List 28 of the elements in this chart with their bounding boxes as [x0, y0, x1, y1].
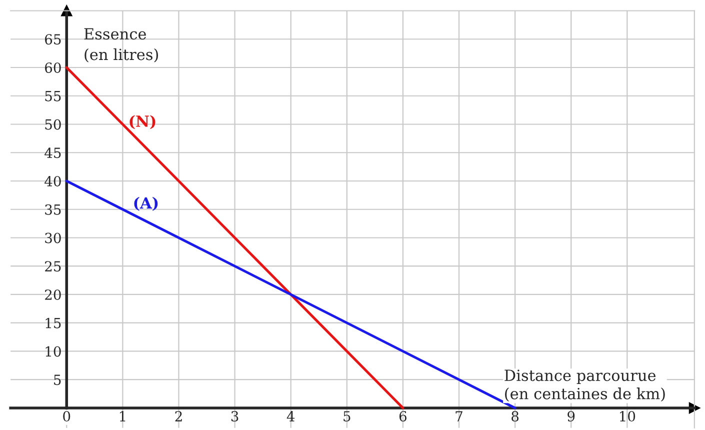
- x-tick-label: 2: [175, 411, 182, 422]
- x-tick-label: 9: [568, 411, 575, 422]
- x-tick-label: 5: [344, 411, 350, 422]
- y-tick-label: 20: [45, 289, 61, 300]
- y-tick-label: 55: [45, 91, 61, 102]
- y-tick-label: 15: [46, 318, 61, 328]
- x-tick-label: 7: [456, 411, 462, 422]
- x-tick-label: 4: [286, 411, 295, 422]
- y-tick-label: 40: [44, 176, 61, 186]
- y-tick-label: 45: [44, 148, 61, 158]
- x-tick-label: 8: [512, 411, 519, 422]
- y-tick-label: 50: [45, 119, 61, 130]
- x-tick-label: 3: [231, 411, 238, 422]
- y-axis-title: Essence (en litres): [84, 28, 158, 62]
- y-tick-label: 65: [45, 34, 61, 45]
- series-label: (A): [134, 196, 158, 211]
- y-tick-label: 5: [54, 374, 61, 386]
- y-tick-label: 10: [46, 346, 61, 357]
- x-tick-label: 6: [399, 411, 406, 422]
- x-tick-label: 1: [120, 411, 126, 422]
- x-tick-label: 10: [620, 411, 636, 422]
- series-label: (N): [130, 115, 156, 130]
- y-tick-label: 30: [45, 232, 61, 244]
- x-axis-title: Distance parcourue (en centaines de km): [504, 370, 665, 402]
- y-tick-label: 35: [45, 204, 61, 215]
- x-tick-label: 0: [63, 411, 70, 422]
- y-tick-label: 60: [45, 62, 61, 73]
- y-tick-label: 25: [45, 261, 61, 272]
